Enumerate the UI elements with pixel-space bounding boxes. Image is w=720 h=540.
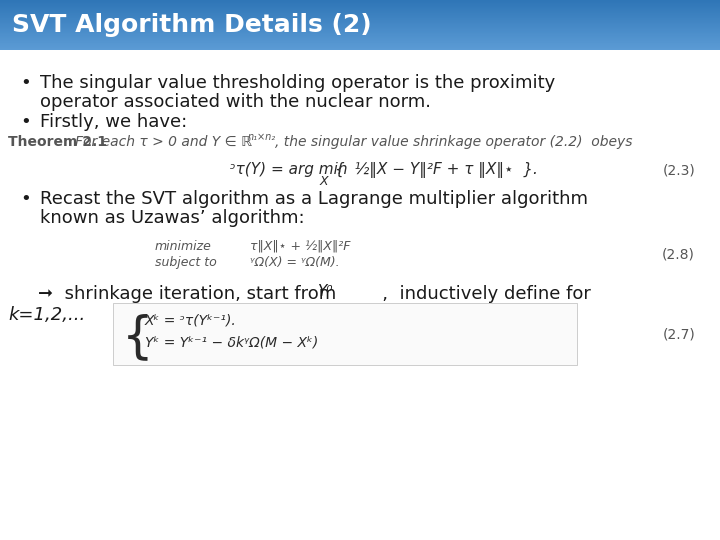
Bar <box>0 2 720 3</box>
Bar <box>0 17 720 18</box>
Text: (2.7): (2.7) <box>662 327 695 341</box>
Bar <box>0 35 720 37</box>
Bar <box>0 46 720 48</box>
Bar <box>0 22 720 23</box>
Text: known as Uzawas’ algorithm:: known as Uzawas’ algorithm: <box>40 209 305 227</box>
Bar <box>0 15 720 16</box>
Bar <box>0 35 720 36</box>
Text: , the singular value shrinkage operator (2.2)  obeys: , the singular value shrinkage operator … <box>275 135 632 149</box>
Text: operator associated with the nuclear norm.: operator associated with the nuclear nor… <box>40 93 431 111</box>
Bar <box>0 40 720 42</box>
Text: minimize: minimize <box>155 240 212 253</box>
Bar <box>0 28 720 29</box>
Text: •: • <box>20 190 31 208</box>
Text: The singular value thresholding operator is the proximity: The singular value thresholding operator… <box>40 74 555 92</box>
Bar <box>0 14 720 15</box>
Bar <box>0 42 720 43</box>
Bar <box>0 29 720 30</box>
Text: Firstly, we have:: Firstly, we have: <box>40 113 187 131</box>
Bar <box>0 3 720 4</box>
Text: n₁×n₂: n₁×n₂ <box>248 132 276 142</box>
Bar <box>0 1 720 3</box>
Text: For each τ > 0 and Y ∈ ℝ: For each τ > 0 and Y ∈ ℝ <box>75 135 252 149</box>
Bar <box>0 1 720 2</box>
Bar <box>0 9 720 10</box>
Bar <box>0 6 720 8</box>
Bar <box>0 24 720 25</box>
Bar <box>0 49 720 50</box>
Text: (2.8): (2.8) <box>662 248 695 262</box>
Bar <box>0 26 720 28</box>
Bar <box>0 13 720 14</box>
Bar <box>0 5 720 6</box>
Bar <box>0 4 720 5</box>
Bar <box>0 36 720 37</box>
Text: {: { <box>122 313 154 361</box>
Bar <box>0 44 720 46</box>
Bar <box>0 39 720 40</box>
Text: (2.3): (2.3) <box>662 164 695 178</box>
Bar <box>0 19 720 20</box>
Bar <box>0 47 720 49</box>
Text: Y⁰: Y⁰ <box>317 284 333 299</box>
Text: Recast the SVT algorithm as a Lagrange multiplier algorithm: Recast the SVT algorithm as a Lagrange m… <box>40 190 588 208</box>
Text: {  ½‖X − Y‖²F + τ ‖X‖⋆  }.: { ½‖X − Y‖²F + τ ‖X‖⋆ }. <box>335 162 538 178</box>
Bar <box>0 48 720 49</box>
Text: subject to: subject to <box>155 256 217 269</box>
Bar <box>0 16 720 17</box>
Text: k=1,2,...: k=1,2,... <box>8 306 85 324</box>
Bar <box>0 32 720 33</box>
Bar <box>0 41 720 43</box>
Bar <box>0 33 720 35</box>
Text: SVT Algorithm Details (2): SVT Algorithm Details (2) <box>12 13 372 37</box>
Text: ᵓτ(Y) = arg min: ᵓτ(Y) = arg min <box>230 162 348 177</box>
Bar <box>0 0 720 1</box>
FancyBboxPatch shape <box>113 303 577 365</box>
Bar <box>0 7 720 8</box>
Bar <box>0 30 720 31</box>
Bar <box>0 38 720 39</box>
Bar <box>0 44 720 45</box>
Text: •: • <box>20 113 31 131</box>
Bar <box>0 30 720 32</box>
Text: •: • <box>20 74 31 92</box>
Text: Yᵏ = Yᵏ⁻¹ − δkᵞΩ(M − Xᵏ): Yᵏ = Yᵏ⁻¹ − δkᵞΩ(M − Xᵏ) <box>145 335 318 349</box>
Bar <box>0 23 720 24</box>
Bar <box>0 25 720 26</box>
Bar <box>0 43 720 44</box>
Bar <box>0 21 720 22</box>
Bar <box>0 11 720 12</box>
Bar <box>0 45 720 46</box>
Bar <box>0 4 720 6</box>
Bar <box>0 10 720 11</box>
Bar <box>0 27 720 28</box>
Bar <box>0 8 720 9</box>
Bar <box>0 15 720 17</box>
Bar <box>0 24 720 26</box>
Text: τ‖X‖⋆ + ½‖X‖²F: τ‖X‖⋆ + ½‖X‖²F <box>250 240 351 253</box>
Bar <box>0 21 720 23</box>
Bar <box>0 12 720 14</box>
Text: ᵞΩ(X) = ᵞΩ(M).: ᵞΩ(X) = ᵞΩ(M). <box>250 256 340 269</box>
Bar <box>0 10 720 12</box>
Bar <box>0 39 720 41</box>
Text: X: X <box>320 175 328 188</box>
Text: Theorem 2.1: Theorem 2.1 <box>8 135 107 149</box>
Bar <box>0 33 720 34</box>
Bar <box>0 19 720 21</box>
Bar <box>0 37 720 38</box>
Bar <box>0 18 720 19</box>
Bar <box>0 31 720 32</box>
Text: Xᵏ = ᵓτ(Yᵏ⁻¹).: Xᵏ = ᵓτ(Yᵏ⁻¹). <box>145 313 237 327</box>
Text: ➞  shrinkage iteration, start from        ,  inductively define for: ➞ shrinkage iteration, start from , indu… <box>38 285 591 303</box>
